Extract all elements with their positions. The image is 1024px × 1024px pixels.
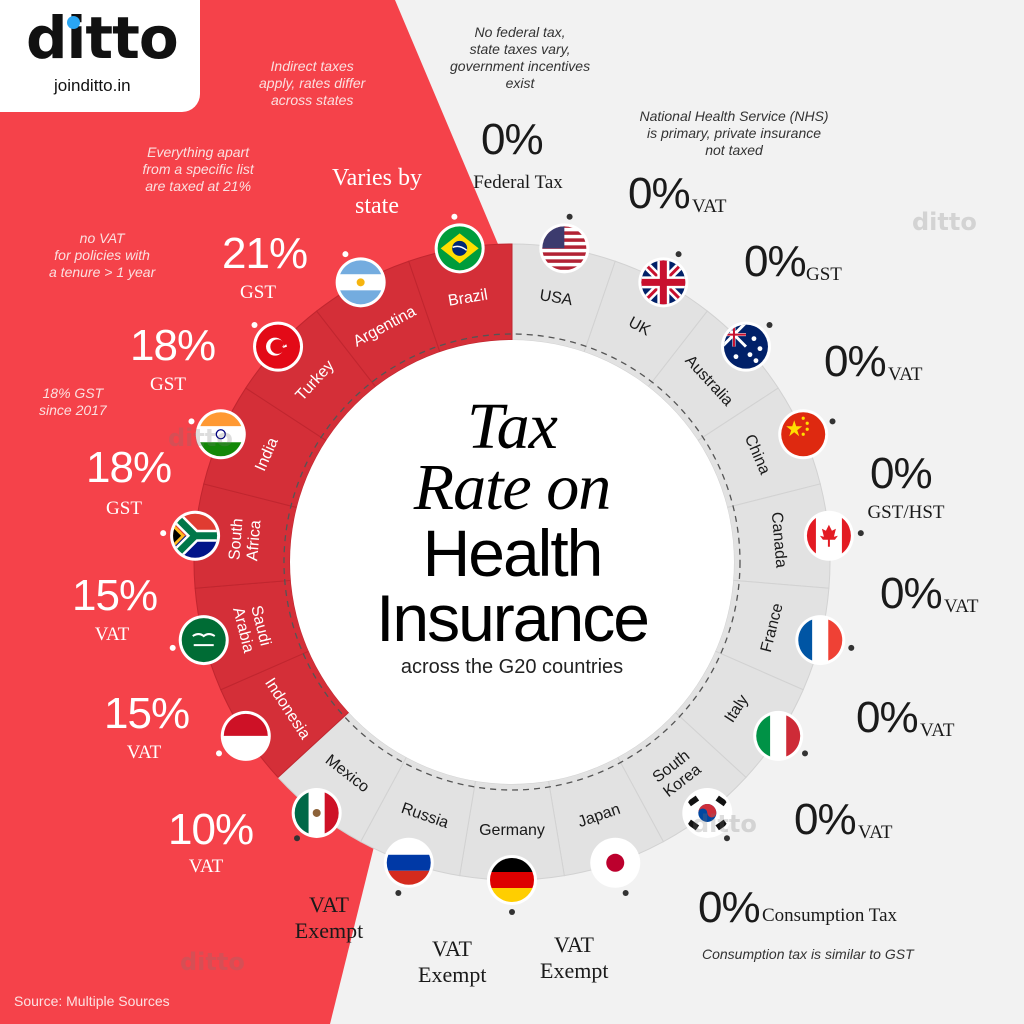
- tax-type-australia: GST: [806, 264, 842, 285]
- flag-france-icon: [795, 615, 855, 666]
- tax-type-japan: Consumption Tax: [762, 905, 898, 926]
- flag-saudi-arabia-icon: [169, 615, 229, 666]
- rate-saudiarabia: 15%: [104, 689, 190, 738]
- note-usa: No federal tax, state taxes vary, govern…: [450, 24, 591, 91]
- flag-russia-icon: [383, 837, 434, 897]
- tax-type-southkorea: VAT: [858, 822, 893, 843]
- tax-type-mexico: VAT Exempt: [294, 892, 364, 943]
- tax-type-canada: GST/HST: [867, 502, 945, 523]
- flag-india-icon: [188, 409, 246, 460]
- rate-southkorea: 0%: [794, 795, 857, 844]
- country-label-brazil: Brazil: [447, 286, 489, 309]
- rate-india: 18%: [86, 443, 172, 492]
- tax-type-germany: VAT Exempt: [540, 932, 609, 983]
- rate-canada: 0%: [870, 449, 933, 498]
- flag-germany-icon: [487, 855, 537, 915]
- logo-dot-icon: [67, 16, 80, 29]
- note-uk: National Health Service (NHS) is primary…: [639, 108, 829, 158]
- flag-indonesia-icon: [215, 710, 271, 761]
- note-japan: Consumption tax is similar to GST: [702, 946, 914, 962]
- tax-type-italy: VAT: [920, 720, 955, 741]
- watermark: ditto: [180, 948, 245, 976]
- tax-type-india: GST: [106, 498, 142, 519]
- rate-usa: 0%: [481, 115, 544, 164]
- title-line-3: Health: [422, 516, 604, 590]
- flag-brazil-icon: [434, 213, 485, 274]
- rate-argentina: 21%: [222, 229, 308, 278]
- flag-mexico-icon: [291, 787, 342, 842]
- tax-type-argentina: GST: [240, 282, 276, 303]
- title-line-2: Rate on: [413, 451, 611, 524]
- flag-italy-icon: [753, 710, 809, 761]
- tax-type-uk: VAT: [692, 196, 727, 217]
- brand-logo: ditto: [26, 4, 179, 72]
- tax-type-usa: Federal Tax: [473, 172, 563, 193]
- page-title: Tax Rate on Health Insurance across the …: [300, 390, 724, 679]
- rate-italy: 0%: [856, 693, 919, 742]
- flag-uk-icon: [638, 251, 689, 308]
- tax-type-indonesia: VAT: [188, 856, 224, 877]
- brand-url[interactable]: joinditto.in: [54, 76, 131, 95]
- flag-china-icon: [778, 409, 836, 460]
- tax-type-turkey: GST: [150, 374, 186, 395]
- country-label-usa: USA: [538, 287, 574, 309]
- note-argentina: Everything apart from a specific list ar…: [142, 144, 254, 194]
- tax-type-brazil: Varies by state: [332, 165, 422, 219]
- rate-uk: 0%: [628, 169, 691, 218]
- country-label-southafrica: SouthAfrica: [226, 518, 264, 563]
- flag-australia-icon: [720, 321, 773, 372]
- dashed-divider-ring: [283, 333, 741, 791]
- tax-type-france: VAT: [944, 596, 979, 617]
- watermark: ditto: [168, 424, 233, 452]
- rate-turkey: 18%: [130, 321, 216, 370]
- rate-australia: 0%: [744, 237, 807, 286]
- rate-indonesia: 10%: [168, 805, 254, 854]
- flag-japan-icon: [590, 837, 641, 897]
- country-label-germany: Germany: [479, 822, 545, 839]
- rate-japan: 0%: [698, 883, 761, 932]
- watermark: ditto: [692, 810, 757, 838]
- note-brazil: Indirect taxes apply, rates differ acros…: [259, 58, 366, 108]
- source-note: Source: Multiple Sources: [14, 993, 170, 1009]
- watermark: ditto: [912, 208, 977, 236]
- title-line-4: Insurance: [376, 581, 650, 655]
- title-line-1: Tax: [467, 390, 558, 463]
- flag-turkey-icon: [251, 321, 304, 372]
- country-label-canada: Canada: [768, 511, 790, 568]
- note-turkey: no VAT for policies with a tenure > 1 ye…: [49, 230, 156, 280]
- flag-usa-icon: [539, 213, 590, 274]
- brand-logo-card[interactable]: ditto joinditto.in: [0, 0, 200, 112]
- rate-france: 0%: [880, 569, 943, 618]
- page-subtitle: across the G20 countries: [400, 656, 624, 678]
- rate-southafrica: 15%: [72, 571, 158, 620]
- tax-type-southafrica: VAT: [94, 624, 130, 645]
- flag-south-korea-icon: [682, 787, 733, 842]
- flag-argentina-icon: [335, 251, 386, 308]
- flag-south-africa-icon: [160, 510, 221, 561]
- tax-type-china: VAT: [888, 364, 923, 385]
- tax-type-russia: VAT Exempt: [418, 936, 487, 987]
- tax-type-saudiarabia: VAT: [126, 742, 162, 763]
- center-disc: [290, 340, 734, 784]
- note-india: 18% GST since 2017: [39, 385, 107, 418]
- rate-china: 0%: [824, 337, 887, 386]
- flag-canada-icon: [803, 510, 864, 561]
